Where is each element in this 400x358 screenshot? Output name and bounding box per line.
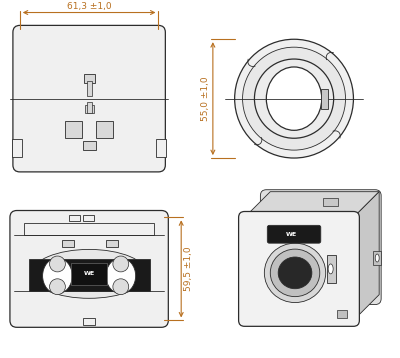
Text: 59,5 ±1,0: 59,5 ±1,0 bbox=[184, 247, 193, 291]
Bar bbox=[87, 102, 92, 112]
Circle shape bbox=[50, 256, 65, 272]
Bar bbox=[85, 105, 94, 112]
Circle shape bbox=[113, 256, 129, 272]
Bar bbox=[69, 216, 80, 221]
Bar bbox=[96, 121, 113, 138]
Bar bbox=[83, 318, 95, 325]
Bar bbox=[24, 223, 154, 235]
Text: WE: WE bbox=[84, 271, 95, 276]
Circle shape bbox=[113, 279, 129, 295]
Bar bbox=[156, 139, 166, 157]
Text: WE: WE bbox=[286, 232, 297, 237]
Polygon shape bbox=[248, 192, 379, 213]
FancyBboxPatch shape bbox=[260, 190, 381, 305]
Bar bbox=[83, 216, 94, 221]
Bar bbox=[321, 89, 328, 108]
Bar bbox=[71, 263, 107, 285]
Ellipse shape bbox=[270, 249, 320, 297]
Bar bbox=[62, 240, 74, 247]
Circle shape bbox=[242, 47, 346, 150]
Bar bbox=[65, 121, 82, 138]
Text: 61,3 ±1,0: 61,3 ±1,0 bbox=[67, 1, 112, 10]
Text: 55,0 ±1,0: 55,0 ±1,0 bbox=[201, 76, 210, 121]
Ellipse shape bbox=[328, 264, 333, 274]
FancyBboxPatch shape bbox=[239, 212, 359, 326]
Ellipse shape bbox=[106, 258, 136, 294]
Ellipse shape bbox=[31, 250, 147, 298]
Bar bbox=[327, 255, 336, 283]
Ellipse shape bbox=[375, 254, 379, 262]
Ellipse shape bbox=[264, 243, 326, 303]
FancyBboxPatch shape bbox=[267, 225, 321, 243]
Ellipse shape bbox=[43, 258, 72, 294]
Bar bbox=[83, 141, 96, 150]
Ellipse shape bbox=[266, 67, 322, 130]
Polygon shape bbox=[357, 192, 379, 316]
Bar bbox=[337, 310, 346, 318]
Bar bbox=[323, 198, 338, 205]
Circle shape bbox=[235, 39, 354, 158]
Ellipse shape bbox=[278, 257, 312, 289]
FancyBboxPatch shape bbox=[13, 25, 165, 172]
Bar bbox=[29, 259, 150, 291]
Circle shape bbox=[254, 59, 334, 138]
FancyBboxPatch shape bbox=[10, 211, 168, 327]
Bar bbox=[87, 81, 92, 96]
Bar bbox=[373, 251, 381, 265]
Bar bbox=[84, 74, 95, 83]
Bar bbox=[12, 139, 22, 157]
Circle shape bbox=[50, 279, 65, 295]
Bar bbox=[106, 240, 118, 247]
